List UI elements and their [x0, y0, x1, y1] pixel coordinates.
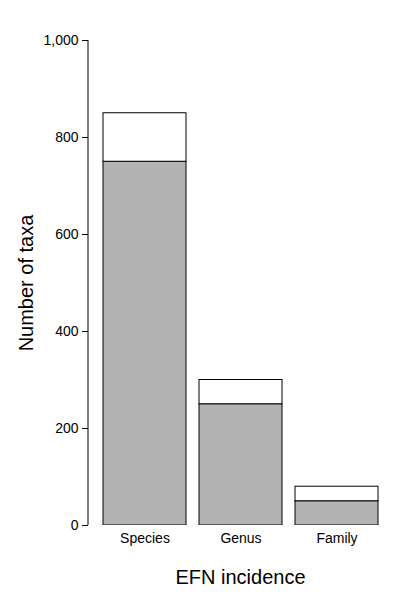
svg-text:800: 800 [55, 129, 79, 145]
svg-text:Genus: Genus [220, 530, 261, 546]
svg-text:200: 200 [55, 420, 79, 436]
svg-text:1,000: 1,000 [43, 32, 78, 48]
svg-text:Family: Family [316, 530, 357, 546]
svg-text:0: 0 [71, 517, 79, 533]
svg-text:Number of taxa: Number of taxa [15, 214, 37, 352]
svg-text:600: 600 [55, 226, 79, 242]
svg-text:400: 400 [55, 323, 79, 339]
svg-text:Species: Species [120, 530, 170, 546]
svg-text:EFN incidence: EFN incidence [175, 566, 305, 588]
